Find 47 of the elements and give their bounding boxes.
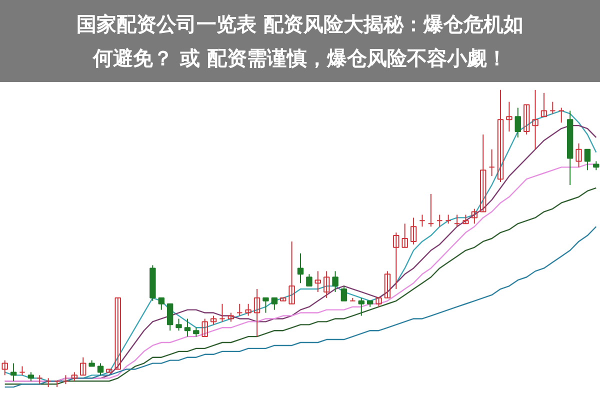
candlestick (419, 214, 426, 228)
candlestick (114, 297, 121, 370)
candlestick (340, 286, 348, 302)
chart-title: 国家配资公司一览表 配资风险大揭秘：爆仓危机如何避免？ 或 配资需谨慎，爆仓风险不容小觑！ (76, 11, 524, 72)
candlestick (184, 318, 191, 338)
candlestick (540, 92, 548, 118)
candlestick (358, 297, 364, 316)
candlestick (54, 380, 60, 388)
candlestick (384, 270, 391, 298)
candlestick (2, 360, 8, 376)
candlestick (314, 270, 321, 292)
candlestick (506, 101, 512, 132)
candlestick (428, 193, 434, 228)
candlestick (532, 89, 538, 150)
candlestick (219, 303, 226, 322)
candlestick (402, 223, 408, 248)
candlestick (584, 148, 591, 171)
candlestick (576, 142, 582, 168)
candlestick (176, 318, 182, 332)
candlestick (236, 303, 243, 316)
candlestick (166, 303, 174, 332)
candlestick (323, 270, 330, 298)
candlestick (262, 297, 269, 314)
candlestick (480, 134, 486, 212)
candlestick (514, 107, 521, 138)
candlestick (332, 270, 338, 292)
candlestick (10, 362, 17, 382)
candlestick (523, 104, 530, 135)
candlestick (410, 217, 417, 245)
candlestick (393, 232, 400, 290)
candlestick (558, 107, 564, 124)
candlestick (254, 288, 260, 338)
candlestick (550, 101, 556, 114)
candlestick (288, 240, 295, 304)
candlestick (202, 318, 208, 338)
candlestick (245, 303, 252, 316)
candlestick (271, 297, 278, 310)
candlestick (471, 208, 478, 224)
candlestick (297, 252, 304, 284)
candlestick (306, 274, 312, 287)
candlestick (436, 214, 443, 228)
candlestick (80, 356, 86, 376)
candlestick (97, 362, 104, 376)
candlestick (488, 148, 495, 177)
candlestick (158, 297, 164, 310)
candlestick (497, 89, 504, 183)
candlestick (454, 214, 460, 228)
